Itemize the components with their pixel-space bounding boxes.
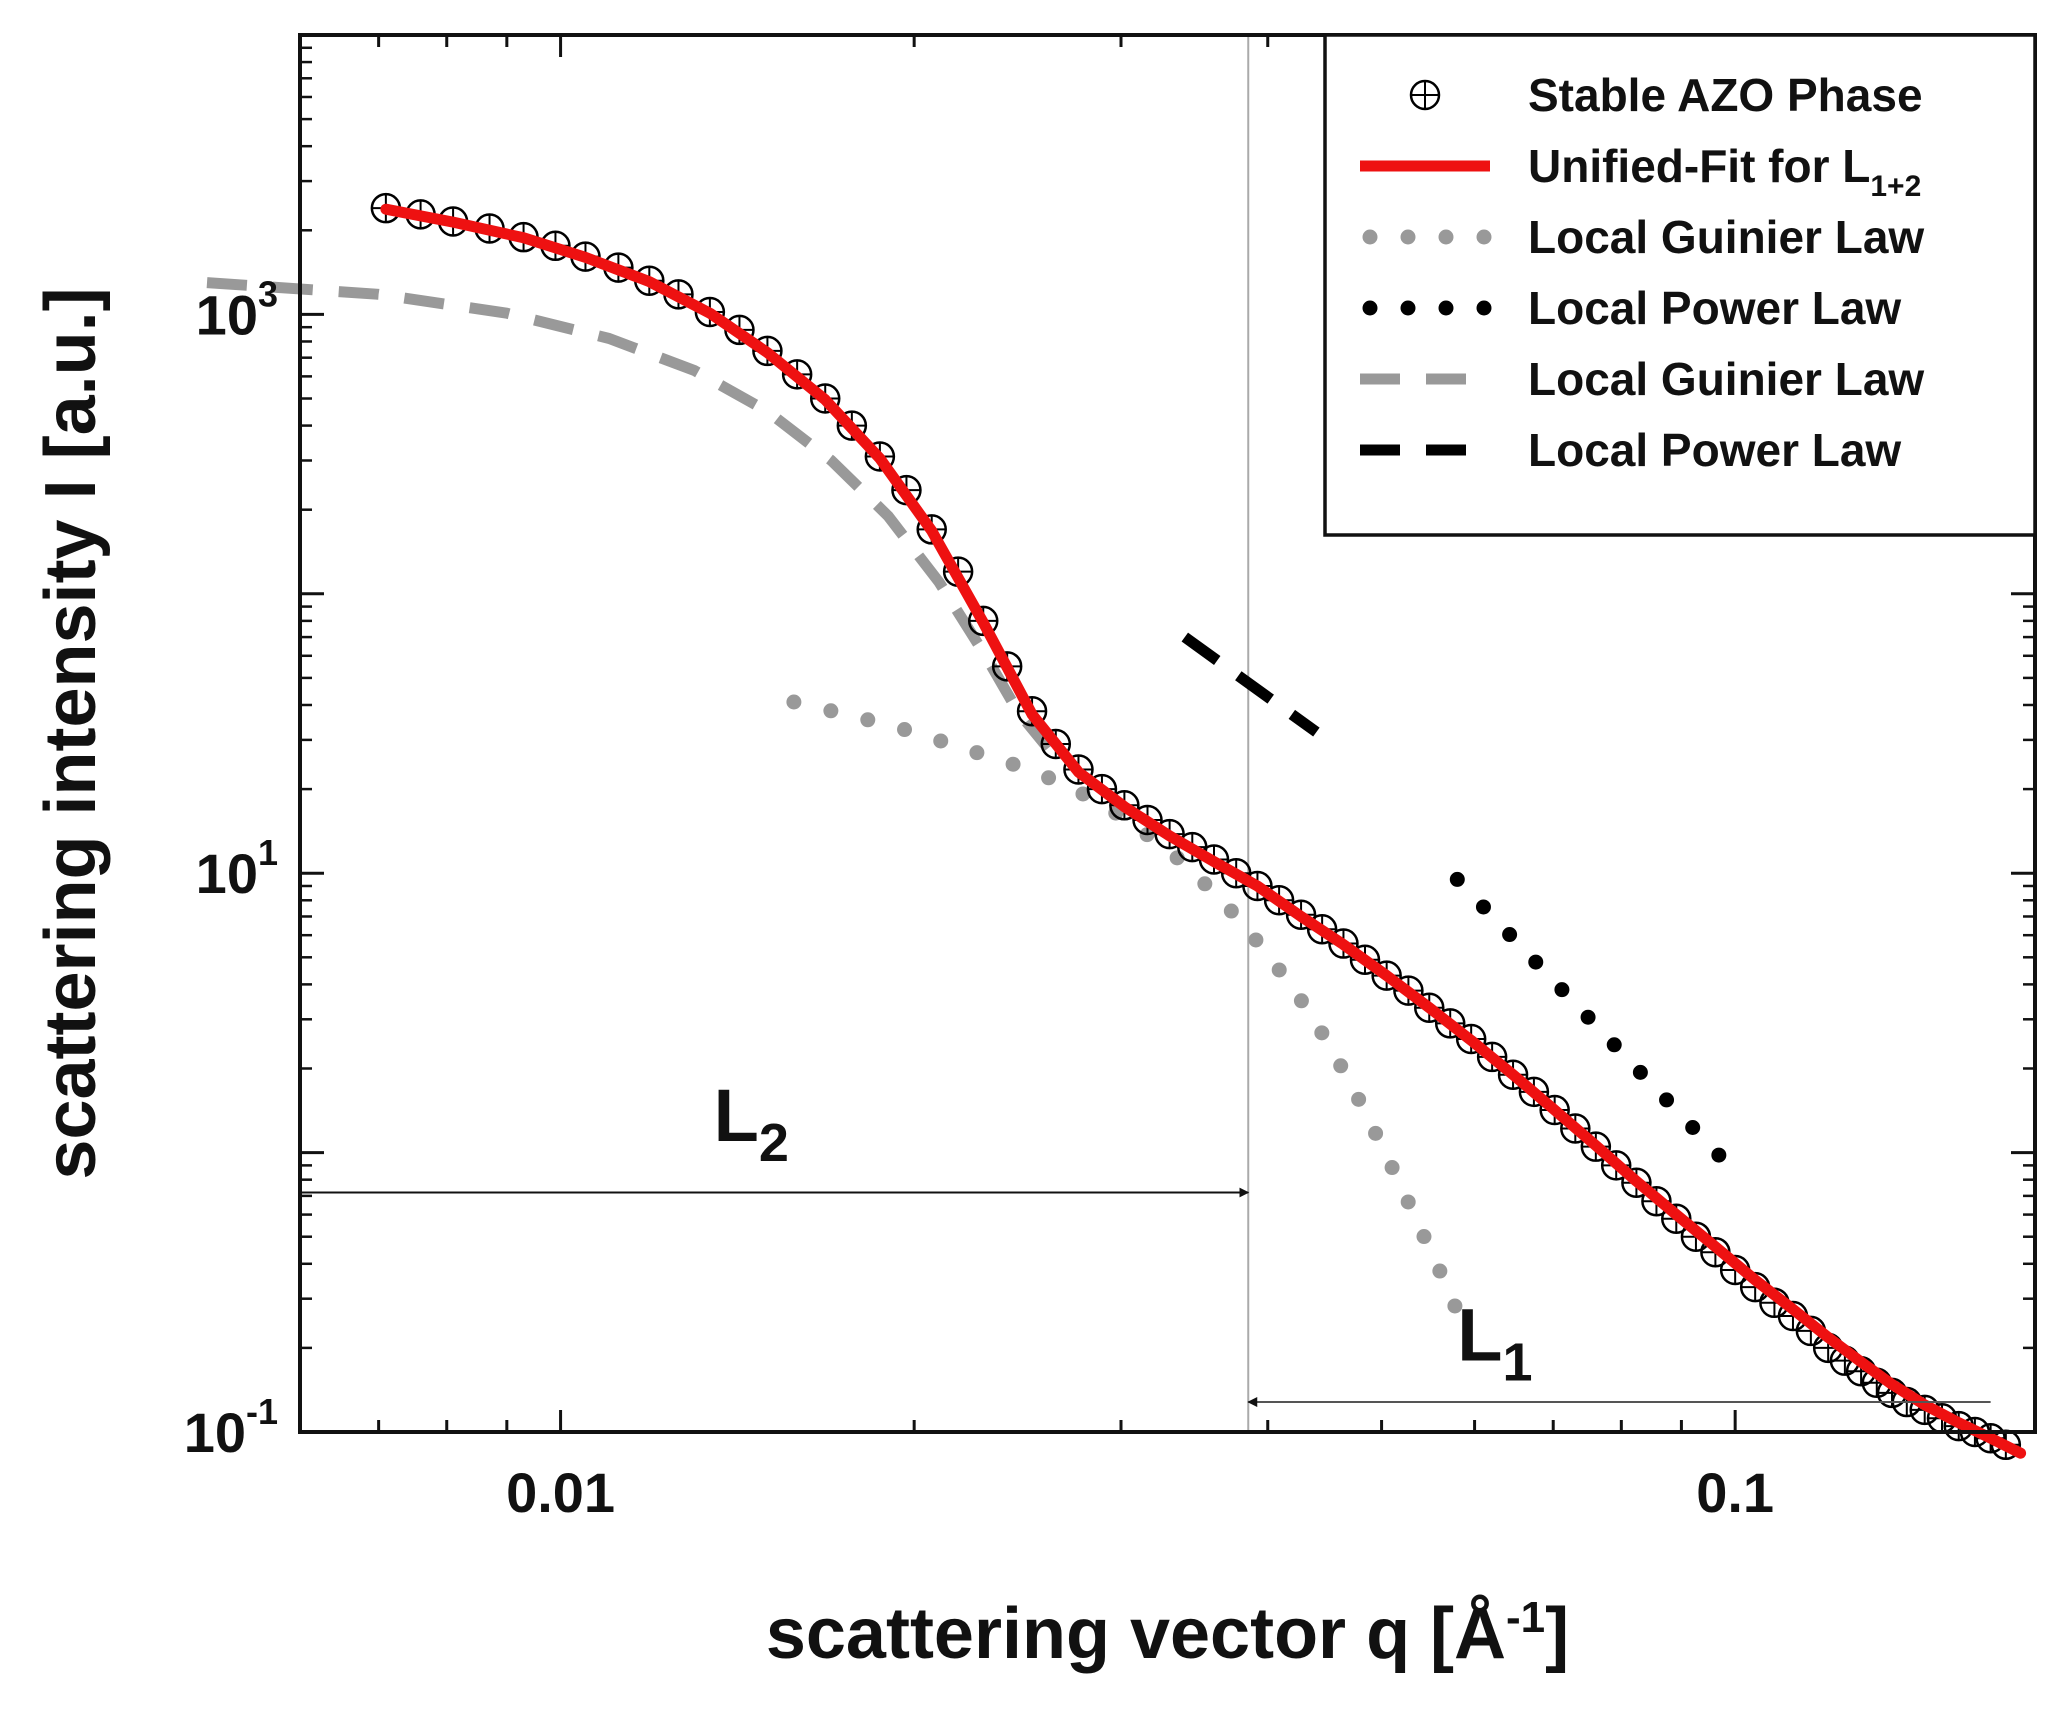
series-line-1 [380,203,2027,1459]
legend-item-3: Local Power Law [1362,282,1901,334]
x-tick-label: 0.1 [1696,1461,1774,1524]
y-tick-label-base: 10 [184,1401,246,1464]
legend-item-2: Local Guinier Law [1362,211,1924,263]
dotted-law-line [1449,871,1743,1180]
fit-curve-line [380,203,2027,1459]
y-tick-label-exponent: 3 [258,273,278,314]
legend-item-4: Local Guinier Law [1360,353,1924,405]
plot-frame [298,33,2037,1434]
legend-label: Local Guinier Law [1528,211,1924,263]
y-tick-label-base: 10 [196,842,258,905]
x-axis-title-sup: -1 [1506,1593,1545,1642]
series-dashed-5 [1181,632,1320,737]
dotted-law-line [786,694,1465,1319]
y-tick-label: 10-1 [184,1391,278,1464]
legend-label: Stable AZO Phase [1528,69,1923,121]
legend: Stable AZO Phase Unified-Fit for L1+2 Loca… [1323,33,2037,537]
x-axis-title-main: scattering vector q [Å [766,1594,1506,1674]
y-tick-label: 103 [196,273,278,346]
annotation-label-L2: L2 [714,1074,789,1173]
legend-label: Unified-Fit for L1+2 [1528,140,1921,203]
series-dotted-2 [786,694,1465,1319]
series-dashed-4 [206,277,1053,752]
y-tick-label-exponent: -1 [246,1391,278,1432]
annotation-label-L1: L1 [1457,1294,1532,1393]
y-axis-title: scattering intensity I [a.u.] [31,287,111,1179]
y-tick-label-exponent: 1 [258,832,278,873]
legend-item-1: Unified-Fit for L1+2 [1360,140,1921,203]
legend-item-0: Stable AZO Phase [1409,69,1923,121]
x-axis-title: scattering vector q [Å-1] [766,1593,1569,1674]
x-tick-label: 0.01 [506,1461,615,1524]
y-tick-label: 101 [196,832,278,905]
legend-label: Local Power Law [1528,282,1901,334]
x-axis-title-end: ] [1545,1594,1569,1674]
dashed-law-line [206,277,1053,752]
legend-item-5: Local Power Law [1360,424,1901,476]
series-dotted-3 [1449,871,1743,1180]
legend-label: Local Power Law [1528,424,1901,476]
y-tick-label-base: 10 [196,283,258,346]
legend-label: Local Guinier Law [1528,353,1924,405]
dashed-law-line [1181,632,1320,737]
